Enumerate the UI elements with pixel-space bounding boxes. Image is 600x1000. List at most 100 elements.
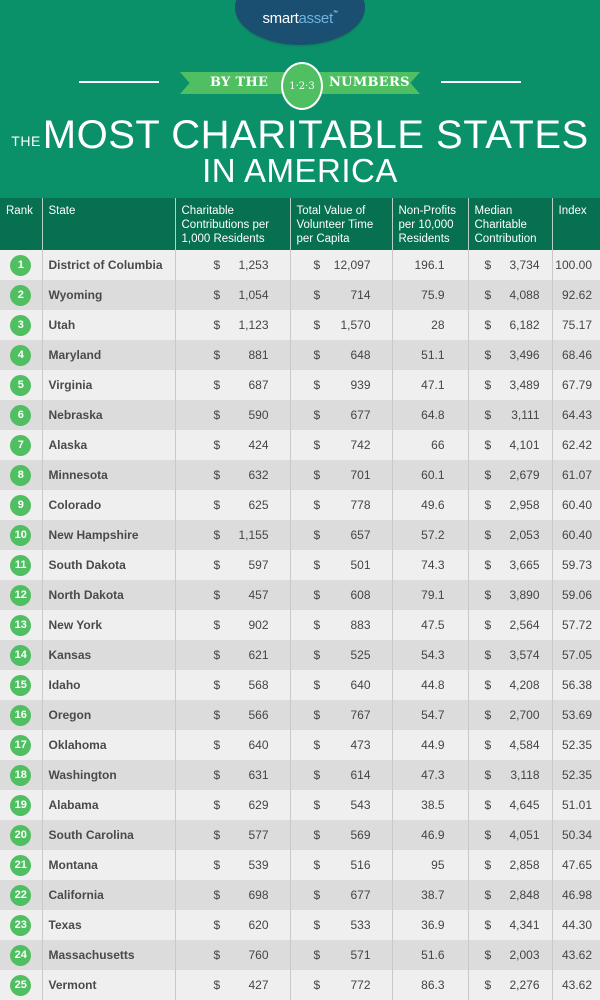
median-cell: $2,003 <box>468 940 553 970</box>
volunteer-value: 714 <box>350 288 371 302</box>
rank-badge: 18 <box>10 764 32 786</box>
dollar-sign: $ <box>313 618 321 632</box>
rank-badge: 15 <box>10 674 32 696</box>
median-value: 2,564 <box>509 618 540 632</box>
median-cell: $2,858 <box>468 850 553 880</box>
nonprofits-value: 66 <box>392 430 469 460</box>
contributions-cell: $698 <box>175 880 291 910</box>
median-value: 2,958 <box>509 498 540 512</box>
rank-cell: 20 <box>0 820 43 850</box>
median-value: 2,700 <box>509 708 540 722</box>
divider-right <box>441 81 521 83</box>
contributions-value: 1,253 <box>238 258 269 272</box>
rank-badge: 25 <box>10 974 32 996</box>
table-row: 5 Virginia $687 $939 47.1 $3,489 67.79 <box>0 370 600 400</box>
dollar-sign: $ <box>313 918 321 932</box>
state-name: Oklahoma <box>42 730 176 760</box>
contributions-cell: $1,054 <box>175 280 291 310</box>
rank-cell: 4 <box>0 340 43 370</box>
dollar-sign: $ <box>484 678 492 692</box>
index-value: 75.17 <box>552 310 600 340</box>
index-value: 51.01 <box>552 790 600 820</box>
contributions-value: 760 <box>248 948 269 962</box>
state-name: Colorado <box>42 490 176 520</box>
dollar-sign: $ <box>213 498 221 512</box>
dollar-sign: $ <box>484 468 492 482</box>
rank-badge: 1 <box>10 254 32 276</box>
ribbon-right-text: NUMBERS <box>329 75 410 90</box>
contributions-cell: $568 <box>175 670 291 700</box>
rank-cell: 21 <box>0 850 43 880</box>
table-row: 15 Idaho $568 $640 44.8 $4,208 56.38 <box>0 670 600 700</box>
rank-cell: 10 <box>0 520 43 550</box>
nonprofits-value: 75.9 <box>392 280 469 310</box>
median-cell: $4,088 <box>468 280 553 310</box>
rank-badge: 22 <box>10 884 32 906</box>
nonprofits-value: 47.1 <box>392 370 469 400</box>
contributions-value: 625 <box>248 498 269 512</box>
contributions-cell: $1,253 <box>175 250 291 280</box>
median-cell: $2,679 <box>468 460 553 490</box>
index-value: 43.62 <box>552 940 600 970</box>
median-cell: $3,734 <box>468 250 553 280</box>
contributions-cell: $539 <box>175 850 291 880</box>
state-name: Texas <box>42 910 176 940</box>
median-cell: $4,341 <box>468 910 553 940</box>
dollar-sign: $ <box>213 888 221 902</box>
nonprofits-value: 64.8 <box>392 400 469 430</box>
dollar-sign: $ <box>484 528 492 542</box>
volunteer-value: 640 <box>350 678 371 692</box>
contributions-cell: $629 <box>175 790 291 820</box>
rank-cell: 2 <box>0 280 43 310</box>
dollar-sign: $ <box>313 978 321 992</box>
volunteer-value: 939 <box>350 378 371 392</box>
contributions-cell: $881 <box>175 340 291 370</box>
index-value: 64.43 <box>552 400 600 430</box>
dollar-sign: $ <box>484 918 492 932</box>
state-name: Vermont <box>42 970 176 1000</box>
state-name: Minnesota <box>42 460 176 490</box>
rank-cell: 22 <box>0 880 43 910</box>
dollar-sign: $ <box>484 858 492 872</box>
table-row: 1 District of Columbia $1,253 $12,097 196.1 $… <box>0 250 600 280</box>
volunteer-value: 1,570 <box>340 318 371 332</box>
nonprofits-value: 49.6 <box>392 490 469 520</box>
median-value: 3,734 <box>509 258 540 272</box>
dollar-sign: $ <box>313 468 321 482</box>
volunteer-value: 516 <box>350 858 371 872</box>
volunteer-cell: $614 <box>290 760 393 790</box>
median-value: 2,679 <box>509 468 540 482</box>
median-cell: $4,101 <box>468 430 553 460</box>
volunteer-value: 571 <box>350 948 371 962</box>
volunteer-cell: $767 <box>290 700 393 730</box>
median-value: 3,118 <box>510 768 540 782</box>
median-cell: $2,958 <box>468 490 553 520</box>
dollar-sign: $ <box>484 498 492 512</box>
median-value: 2,858 <box>509 858 540 872</box>
title-line-1: MOST CHARITABLE STATES <box>42 113 589 157</box>
state-name: Washington <box>42 760 176 790</box>
contributions-value: 621 <box>248 648 269 662</box>
dollar-sign: $ <box>313 678 321 692</box>
contributions-value: 590 <box>248 408 269 422</box>
volunteer-value: 501 <box>350 558 371 572</box>
index-value: 59.06 <box>552 580 600 610</box>
state-name: Idaho <box>42 670 176 700</box>
contributions-cell: $1,123 <box>175 310 291 340</box>
median-cell: $4,208 <box>468 670 553 700</box>
median-value: 3,496 <box>509 348 540 362</box>
table-row: 2 Wyoming $1,054 $714 75.9 $4,088 92.62 <box>0 280 600 310</box>
dollar-sign: $ <box>484 828 492 842</box>
contributions-value: 640 <box>248 738 269 752</box>
index-value: 52.35 <box>552 730 600 760</box>
volunteer-value: 677 <box>350 888 371 902</box>
dollar-sign: $ <box>484 288 492 302</box>
smartasset-logo: smartasset™ <box>235 0 365 45</box>
dollar-sign: $ <box>484 588 492 602</box>
rank-badge: 16 <box>10 704 32 726</box>
contributions-value: 631 <box>248 768 269 782</box>
dollar-sign: $ <box>213 528 221 542</box>
nonprofits-value: 51.1 <box>392 340 469 370</box>
median-cell: $4,645 <box>468 790 553 820</box>
col-header-state: State <box>42 198 176 250</box>
